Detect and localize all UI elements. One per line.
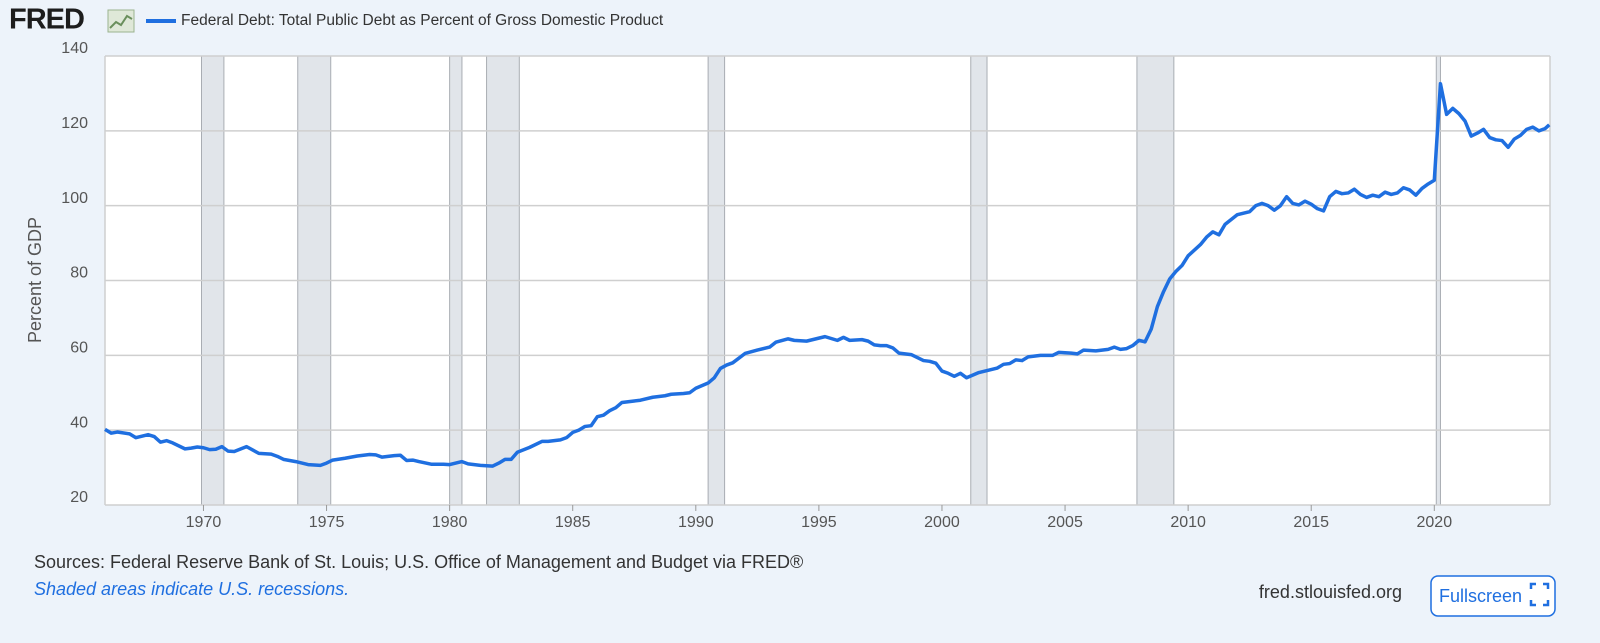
x-tick-label: 2010 [1170,514,1206,531]
x-tick-label: 1990 [678,514,714,531]
plot: 20 40 60 80 100 120 140 1970 1975 1980 1985 1990 199… [61,40,1551,531]
y-tick-label: 80 [70,265,88,282]
fullscreen-label[interactable]: Fullscreen [1439,586,1522,606]
x-tick-label: 2005 [1047,514,1083,531]
y-tick-label: 100 [61,190,88,207]
recession-note: Shaded areas indicate U.S. recessions. [34,579,349,599]
fullscreen-button[interactable]: Fullscreen [1430,575,1556,617]
y-tick-label: 60 [70,340,88,357]
sources: Sources: Federal Reserve Bank of St. Lou… [34,552,803,572]
x-tick-label: 1995 [801,514,837,531]
series-line [104,81,1551,468]
site-link: fred.stlouisfed.org [1259,582,1402,602]
x-tick-label: 1980 [432,514,468,531]
y-tick-label: 40 [70,414,88,431]
x-tick-label: 1975 [309,514,345,531]
fullscreen-icon[interactable] [1529,582,1550,607]
x-tick-label: 2000 [924,514,960,531]
y-tick-label: 140 [61,40,88,57]
x-tick-label: 1985 [555,514,591,531]
y-axis-label: Percent of GDP [25,217,45,343]
logo-icon [107,9,135,33]
x-tick-label: 2015 [1293,514,1329,531]
logo: FRED [9,4,84,36]
legend-label: Federal Debt: Total Public Debt as Perce… [181,12,664,29]
x-tick-label: 1970 [186,514,222,531]
x-tick-label: 2020 [1417,514,1453,531]
y-tick-label: 120 [61,115,88,132]
y-tick-label: 20 [70,489,88,506]
